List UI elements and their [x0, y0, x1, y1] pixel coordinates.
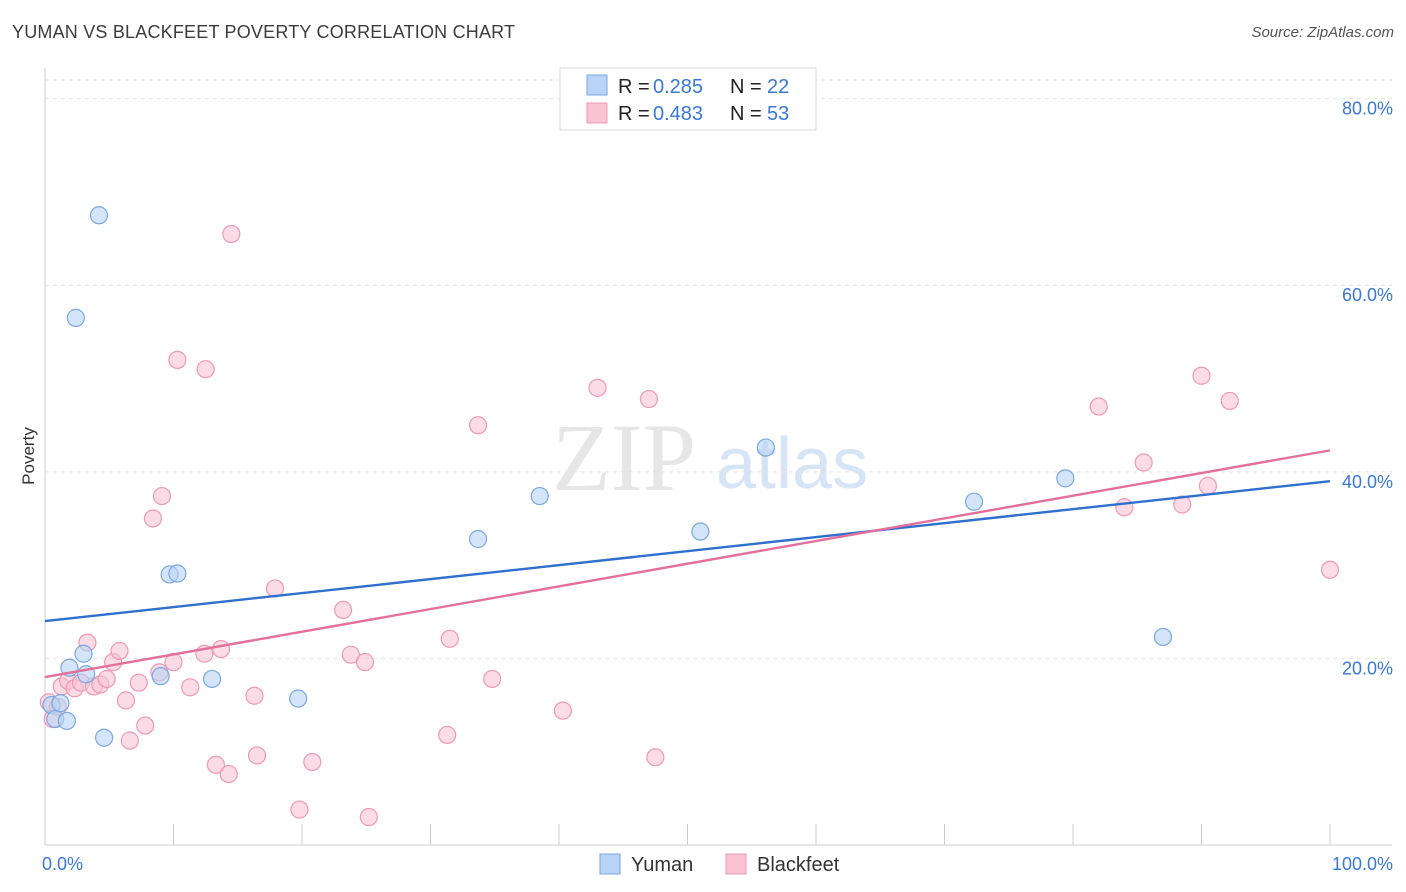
- blackfeet-point: [1198, 476, 1218, 495]
- blackfeet-point: [1115, 498, 1134, 517]
- blackfeet-point: [181, 678, 200, 697]
- x-tick-label: 0.0%: [42, 854, 83, 874]
- blackfeet-point: [440, 629, 459, 648]
- yuman-trend-line: [44, 479, 1331, 623]
- blackfeet-point: [129, 673, 148, 692]
- watermark-zip: ZIP: [552, 404, 696, 511]
- legend-n-label-blackfeet: N =: [730, 103, 762, 125]
- blackfeet-point: [196, 360, 215, 379]
- yuman-point: [57, 711, 76, 731]
- blackfeet-point: [110, 641, 129, 661]
- series-legend: Yuman Blackfeet: [599, 853, 840, 876]
- blackfeet-point: [1220, 391, 1239, 411]
- legend-swatch-yuman: [586, 74, 608, 96]
- x-tick-label: 100.0%: [1332, 854, 1393, 874]
- yuman-point: [168, 564, 187, 583]
- blackfeet-point: [97, 669, 116, 689]
- yuman-point: [468, 529, 488, 549]
- yuman-point: [151, 667, 170, 686]
- bottom-legend-label-blackfeet: Blackfeet: [757, 854, 840, 876]
- y-tick-label: 60.0%: [1342, 285, 1393, 305]
- source-label: Source: ZipAtlas.com: [1251, 24, 1394, 41]
- blackfeet-point: [120, 731, 139, 750]
- blackfeet-point: [211, 639, 231, 659]
- blackfeet-point: [1320, 560, 1340, 579]
- blackfeet-point: [206, 755, 226, 774]
- yuman-point: [66, 308, 85, 327]
- yuman-point: [51, 694, 70, 713]
- yuman-point: [1056, 469, 1075, 488]
- blackfeet-point: [468, 416, 488, 435]
- blackfeet-point: [116, 691, 136, 710]
- gridlines: [45, 79, 1392, 659]
- yuman-point: [756, 438, 775, 457]
- legend-swatch-blackfeet: [586, 102, 608, 124]
- watermark: ZIP atlas: [552, 404, 868, 511]
- blackfeet-trend-line: [44, 449, 1331, 679]
- blackfeet-point: [1192, 366, 1211, 385]
- yuman-point: [1153, 627, 1173, 647]
- yuman-point: [202, 669, 222, 689]
- yuman-point: [74, 644, 93, 663]
- yuman-point: [289, 689, 308, 708]
- yuman-point: [89, 206, 109, 225]
- yuman-point: [95, 728, 114, 747]
- y-tick-label: 80.0%: [1342, 99, 1393, 119]
- yuman-point: [691, 522, 710, 541]
- blackfeet-point: [247, 746, 267, 765]
- y-tick-label: 20.0%: [1342, 658, 1393, 678]
- bottom-legend-swatch-blackfeet: [725, 853, 747, 875]
- legend-n-value-yuman: 22: [767, 76, 789, 98]
- blackfeet-point: [1173, 495, 1192, 514]
- blackfeet-point: [646, 748, 665, 767]
- y-axis-title: Poverty: [19, 427, 38, 485]
- y-tick-label: 40.0%: [1342, 472, 1393, 492]
- blackfeet-point: [303, 752, 322, 772]
- legend-r-label-blackfeet: R =: [618, 103, 650, 125]
- legend-n-value-blackfeet: 53: [767, 103, 789, 125]
- yuman-point: [964, 492, 984, 511]
- blackfeet-point: [639, 389, 659, 409]
- legend-r-value-yuman: 0.285: [653, 76, 703, 98]
- trend-lines: [44, 449, 1331, 679]
- blackfeet-point: [222, 224, 241, 244]
- blackfeet-point: [136, 716, 155, 735]
- blackfeet-point: [219, 764, 238, 784]
- blackfeet-point: [152, 486, 172, 506]
- blackfeet-point: [341, 645, 360, 664]
- blackfeet-point: [438, 725, 457, 745]
- chart-title: YUMAN VS BLACKFEET POVERTY CORRELATION C…: [12, 22, 516, 42]
- blackfeet-point: [359, 807, 378, 827]
- blackfeet-point: [168, 350, 187, 369]
- stats-legend: R = 0.285 N = 22 R = 0.483 N = 53: [559, 67, 817, 131]
- legend-r-label-yuman: R =: [618, 76, 650, 98]
- blackfeet-point: [245, 686, 264, 705]
- blackfeet-point: [483, 669, 502, 689]
- blackfeet-point: [355, 653, 375, 672]
- blackfeet-point: [1134, 453, 1153, 472]
- yuman-point: [530, 486, 549, 506]
- bottom-legend-label-yuman: Yuman: [631, 854, 693, 876]
- x-tick-labels: 0.0% 100.0%: [42, 854, 1393, 874]
- blackfeet-point: [1089, 397, 1108, 416]
- scatter-points: [39, 206, 1340, 827]
- blackfeet-point: [143, 509, 163, 528]
- y-tick-labels: 20.0% 40.0% 60.0% 80.0%: [1342, 99, 1393, 679]
- blackfeet-point: [553, 701, 572, 720]
- blackfeet-point: [334, 600, 353, 620]
- bottom-legend-swatch-yuman: [599, 853, 621, 875]
- blackfeet-point: [588, 378, 607, 397]
- watermark-atlas: atlas: [716, 424, 868, 504]
- blackfeet-point: [290, 800, 309, 819]
- legend-n-label-yuman: N =: [730, 76, 762, 98]
- legend-r-value-blackfeet: 0.483: [653, 103, 703, 125]
